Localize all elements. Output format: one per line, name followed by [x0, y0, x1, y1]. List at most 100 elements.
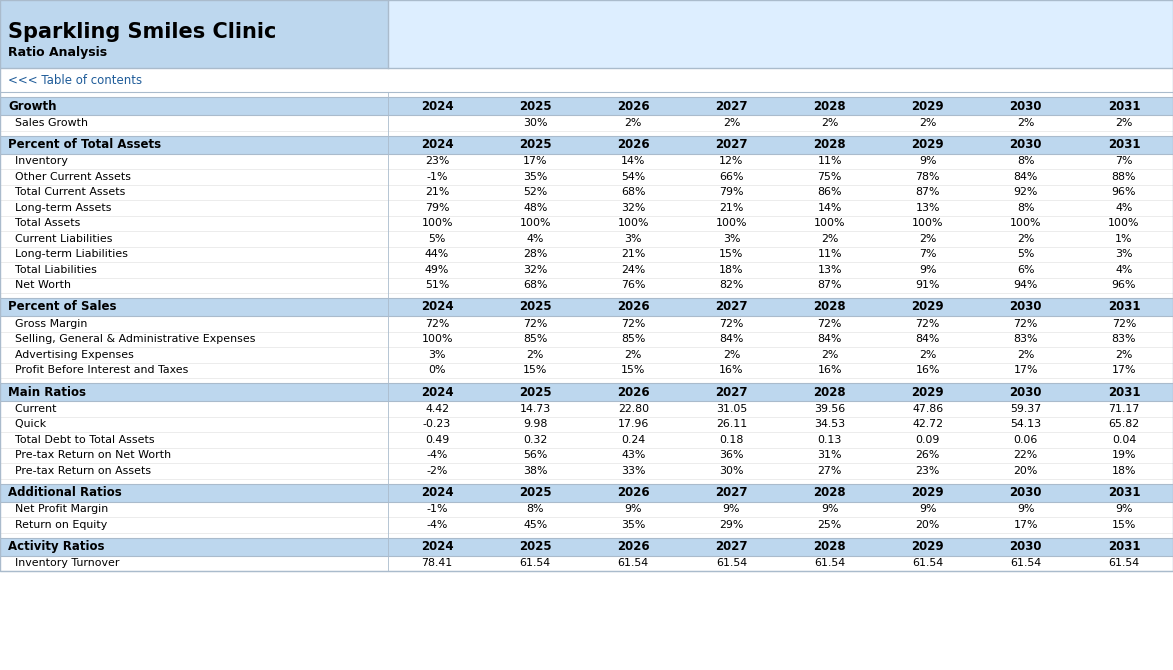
Text: 72%: 72%: [425, 319, 449, 329]
Text: 2027: 2027: [716, 385, 747, 399]
Text: 68%: 68%: [523, 280, 548, 290]
Text: 9%: 9%: [918, 505, 936, 515]
Text: Growth: Growth: [8, 100, 56, 113]
Text: Percent of Sales: Percent of Sales: [8, 301, 116, 314]
Text: 8%: 8%: [1017, 203, 1035, 213]
Text: 25%: 25%: [818, 520, 842, 530]
Text: 83%: 83%: [1013, 334, 1038, 344]
Text: 39.56: 39.56: [814, 404, 846, 414]
Text: 16%: 16%: [915, 365, 940, 375]
Text: 79%: 79%: [719, 187, 744, 197]
Text: 100%: 100%: [421, 218, 453, 228]
Text: -2%: -2%: [426, 466, 448, 476]
Text: 2028: 2028: [813, 486, 846, 499]
Text: 2028: 2028: [813, 100, 846, 113]
Text: 100%: 100%: [1108, 218, 1140, 228]
Text: 100%: 100%: [716, 218, 747, 228]
Text: 20%: 20%: [915, 520, 940, 530]
Text: 45%: 45%: [523, 520, 548, 530]
Text: 9%: 9%: [821, 505, 839, 515]
Text: 2%: 2%: [821, 118, 839, 128]
Text: 61.54: 61.54: [716, 558, 747, 568]
Text: 51%: 51%: [425, 280, 449, 290]
Text: Net Profit Margin: Net Profit Margin: [8, 505, 108, 515]
Text: 8%: 8%: [527, 505, 544, 515]
Text: 2029: 2029: [911, 100, 944, 113]
Text: 2%: 2%: [918, 118, 936, 128]
Text: 49%: 49%: [425, 265, 449, 275]
Text: Ratio Analysis: Ratio Analysis: [8, 46, 107, 59]
Bar: [0, 432, 1173, 448]
Text: Percent of Total Assets: Percent of Total Assets: [8, 138, 161, 151]
Text: 87%: 87%: [818, 280, 842, 290]
Text: 86%: 86%: [818, 187, 842, 197]
Text: Total Assets: Total Assets: [8, 218, 81, 228]
Bar: [0, 68, 1173, 92]
Text: 22.80: 22.80: [618, 404, 649, 414]
Text: 27%: 27%: [818, 466, 842, 476]
Text: 0.49: 0.49: [425, 435, 449, 445]
Text: 11%: 11%: [818, 249, 842, 259]
Text: 2031: 2031: [1107, 385, 1140, 399]
Text: 36%: 36%: [719, 450, 744, 460]
Text: 20%: 20%: [1013, 466, 1038, 476]
Text: 2026: 2026: [617, 100, 650, 113]
Text: 3%: 3%: [1116, 249, 1133, 259]
Text: 2026: 2026: [617, 540, 650, 553]
Bar: [0, 153, 1173, 169]
Text: 13%: 13%: [915, 203, 940, 213]
Text: 61.54: 61.54: [913, 558, 943, 568]
Text: 33%: 33%: [621, 466, 645, 476]
Text: 2031: 2031: [1107, 138, 1140, 151]
Text: 61.54: 61.54: [520, 558, 551, 568]
Text: 0.09: 0.09: [915, 435, 940, 445]
Text: 18%: 18%: [719, 265, 744, 275]
Text: 2025: 2025: [518, 385, 551, 399]
Text: 54.13: 54.13: [1010, 419, 1042, 429]
Text: 5%: 5%: [428, 234, 446, 244]
Text: 32%: 32%: [622, 203, 645, 213]
Text: 79%: 79%: [425, 203, 449, 213]
Text: 2027: 2027: [716, 486, 747, 499]
Text: 91%: 91%: [915, 280, 940, 290]
Bar: [0, 401, 1173, 417]
Bar: [0, 200, 1173, 216]
Text: 9%: 9%: [624, 505, 642, 515]
Text: <<< Table of contents: <<< Table of contents: [8, 74, 142, 86]
Text: 2%: 2%: [918, 234, 936, 244]
Text: Gross Margin: Gross Margin: [8, 319, 87, 329]
Text: 1%: 1%: [1116, 234, 1133, 244]
Bar: [0, 378, 1173, 383]
Text: 78%: 78%: [915, 172, 940, 182]
Bar: [0, 135, 1173, 153]
Text: 0.04: 0.04: [1112, 435, 1137, 445]
Bar: [0, 216, 1173, 231]
Text: Other Current Assets: Other Current Assets: [8, 172, 131, 182]
Text: 24%: 24%: [622, 265, 645, 275]
Bar: [0, 97, 1173, 115]
Text: 2%: 2%: [1116, 350, 1133, 360]
Bar: [0, 555, 1173, 571]
Bar: [0, 247, 1173, 262]
Text: Profit Before Interest and Taxes: Profit Before Interest and Taxes: [8, 365, 189, 375]
Text: 26%: 26%: [915, 450, 940, 460]
Text: 2031: 2031: [1107, 100, 1140, 113]
Text: 2024: 2024: [421, 138, 454, 151]
Text: Quick: Quick: [8, 419, 46, 429]
Text: 76%: 76%: [621, 280, 645, 290]
Text: 30%: 30%: [523, 118, 548, 128]
Text: 12%: 12%: [719, 156, 744, 166]
Text: 61.54: 61.54: [618, 558, 649, 568]
Text: 47.86: 47.86: [913, 404, 943, 414]
Text: 17.96: 17.96: [618, 419, 649, 429]
Text: 17%: 17%: [523, 156, 548, 166]
Text: 13%: 13%: [818, 265, 842, 275]
Bar: [0, 316, 1173, 332]
Text: 8%: 8%: [1017, 156, 1035, 166]
Bar: [0, 0, 1173, 571]
Bar: [0, 293, 1173, 298]
Text: 6%: 6%: [1017, 265, 1035, 275]
Text: 2030: 2030: [1010, 301, 1042, 314]
Text: 2%: 2%: [1116, 118, 1133, 128]
Text: 30%: 30%: [719, 466, 744, 476]
